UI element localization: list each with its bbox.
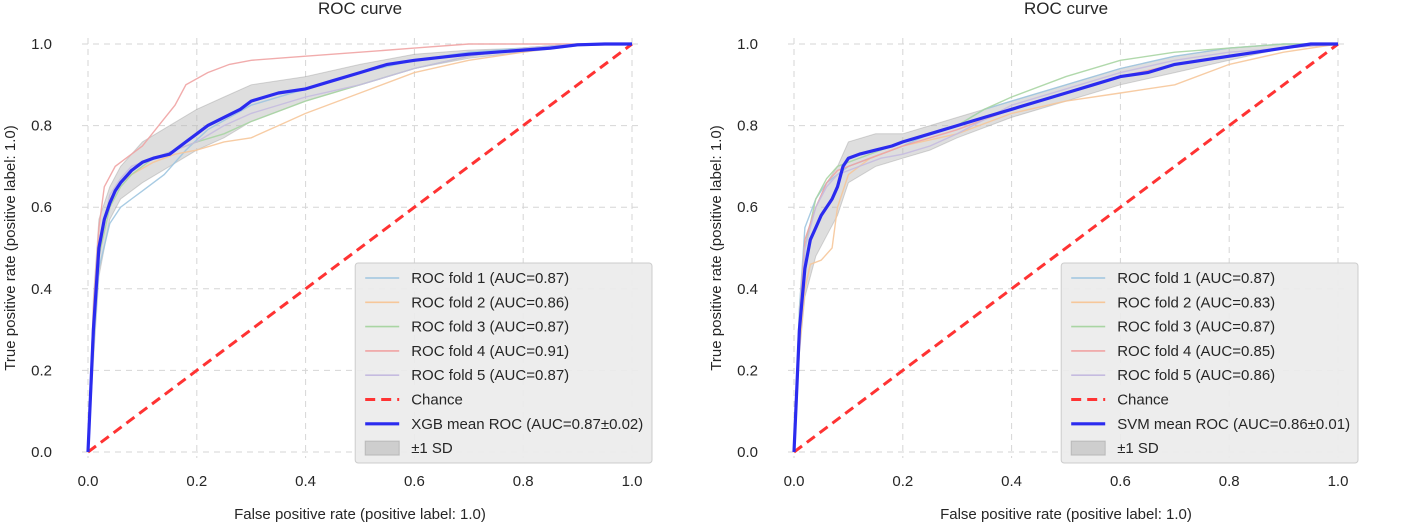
chance-line [793, 42, 1339, 454]
x-tick-label: 0.0 [78, 473, 99, 490]
roc-fold-5-line [793, 43, 1339, 453]
mean-roc-line [792, 42, 1338, 453]
x-tick-label: 0.4 [1001, 473, 1022, 490]
x-axis-label: False positive rate (positive label: 1.0… [940, 506, 1192, 522]
x-tick-label: 1.0 [622, 473, 643, 490]
x-tick-label: 1.0 [1328, 473, 1349, 490]
legend-swatch-sd [1070, 440, 1106, 456]
legend [1060, 262, 1359, 464]
roc-svg: ROC curve 0.0 0.2 0.4 0.6 0.8 1.0 0.0 0.2 0.4 0.6 0… [2, 0, 653, 522]
y-tick-label: 1.0 [31, 36, 52, 53]
roc-chart-xgb: ROC curve 0.0 0.2 0.4 0.6 0.8 1.0 0.0 0.2 0.4 0.6 0… [2, 0, 653, 522]
legend-label: ±1 SD [411, 440, 453, 457]
x-tick-label: 0.6 [1110, 473, 1131, 490]
y-tick-label: 0.6 [737, 199, 758, 216]
legend-label: ROC fold 1 (AUC=0.87) [1117, 270, 1275, 287]
y-tick-label: 0.8 [737, 118, 758, 135]
roc-fold-4-line [87, 43, 632, 453]
x-axis-label: False positive rate (positive label: 1.0… [234, 506, 486, 522]
legend-label: ROC fold 3 (AUC=0.87) [411, 319, 569, 336]
x-tick-label: 0.6 [404, 473, 425, 490]
mean-roc-line [86, 42, 632, 453]
x-tick-label: 0.8 [513, 473, 534, 490]
roc-chart-svm: ROC curve 0.0 0.2 0.4 0.6 0.8 1.0 0.0 0.2 0.4 0.6 0… [706, 0, 1412, 522]
y-tick-label: 0.4 [737, 281, 758, 298]
legend-swatch-sd [364, 440, 400, 456]
y-tick-label: 1.0 [737, 36, 758, 53]
legend-label: ROC fold 2 (AUC=0.86) [411, 294, 569, 311]
y-tick-label: 0.8 [31, 118, 52, 135]
y-tick-label: 0.2 [31, 362, 52, 379]
legend-label: Chance [411, 392, 463, 409]
chance-line [87, 42, 633, 454]
legend-label: ROC fold 4 (AUC=0.91) [411, 343, 569, 360]
y-tick-label: 0.2 [737, 362, 758, 379]
y-tick-label: 0.6 [31, 199, 52, 216]
legend-label: Chance [1117, 392, 1169, 409]
legend-label: ROC fold 4 (AUC=0.85) [1117, 343, 1275, 360]
roc-fold-2-line [87, 43, 632, 453]
legend-label: XGB mean ROC (AUC=0.87±0.02) [411, 416, 643, 433]
legend-label: ROC fold 2 (AUC=0.83) [1117, 294, 1275, 311]
legend-label: ROC fold 5 (AUC=0.86) [1117, 367, 1275, 384]
x-tick-label: 0.2 [186, 473, 207, 490]
chart-title: ROC curve [318, 0, 402, 18]
legend-label: ROC fold 5 (AUC=0.87) [411, 367, 569, 384]
legend-label: ROC fold 3 (AUC=0.87) [1117, 319, 1275, 336]
roc-fold-1-line [87, 43, 632, 453]
y-axis-label: True positive rate (positive label: 1.0) [2, 125, 19, 370]
x-tick-label: 0.0 [784, 473, 805, 490]
y-tick-label: 0.0 [31, 444, 52, 461]
y-axis-label: True positive rate (positive label: 1.0) [708, 125, 725, 370]
y-tick-label: 0.4 [31, 281, 52, 298]
legend-label: SVM mean ROC (AUC=0.86±0.01) [1117, 416, 1350, 433]
legend-label: ROC fold 1 (AUC=0.87) [411, 270, 569, 287]
legend [354, 262, 653, 464]
x-tick-label: 0.2 [892, 473, 913, 490]
x-tick-label: 0.4 [295, 473, 316, 490]
roc-svg: ROC curve 0.0 0.2 0.4 0.6 0.8 1.0 0.0 0.2 0.4 0.6 0… [708, 0, 1359, 522]
x-tick-label: 0.8 [1219, 473, 1240, 490]
legend-label: ±1 SD [1117, 440, 1159, 457]
chart-title: ROC curve [1024, 0, 1108, 18]
y-tick-label: 0.0 [737, 444, 758, 461]
